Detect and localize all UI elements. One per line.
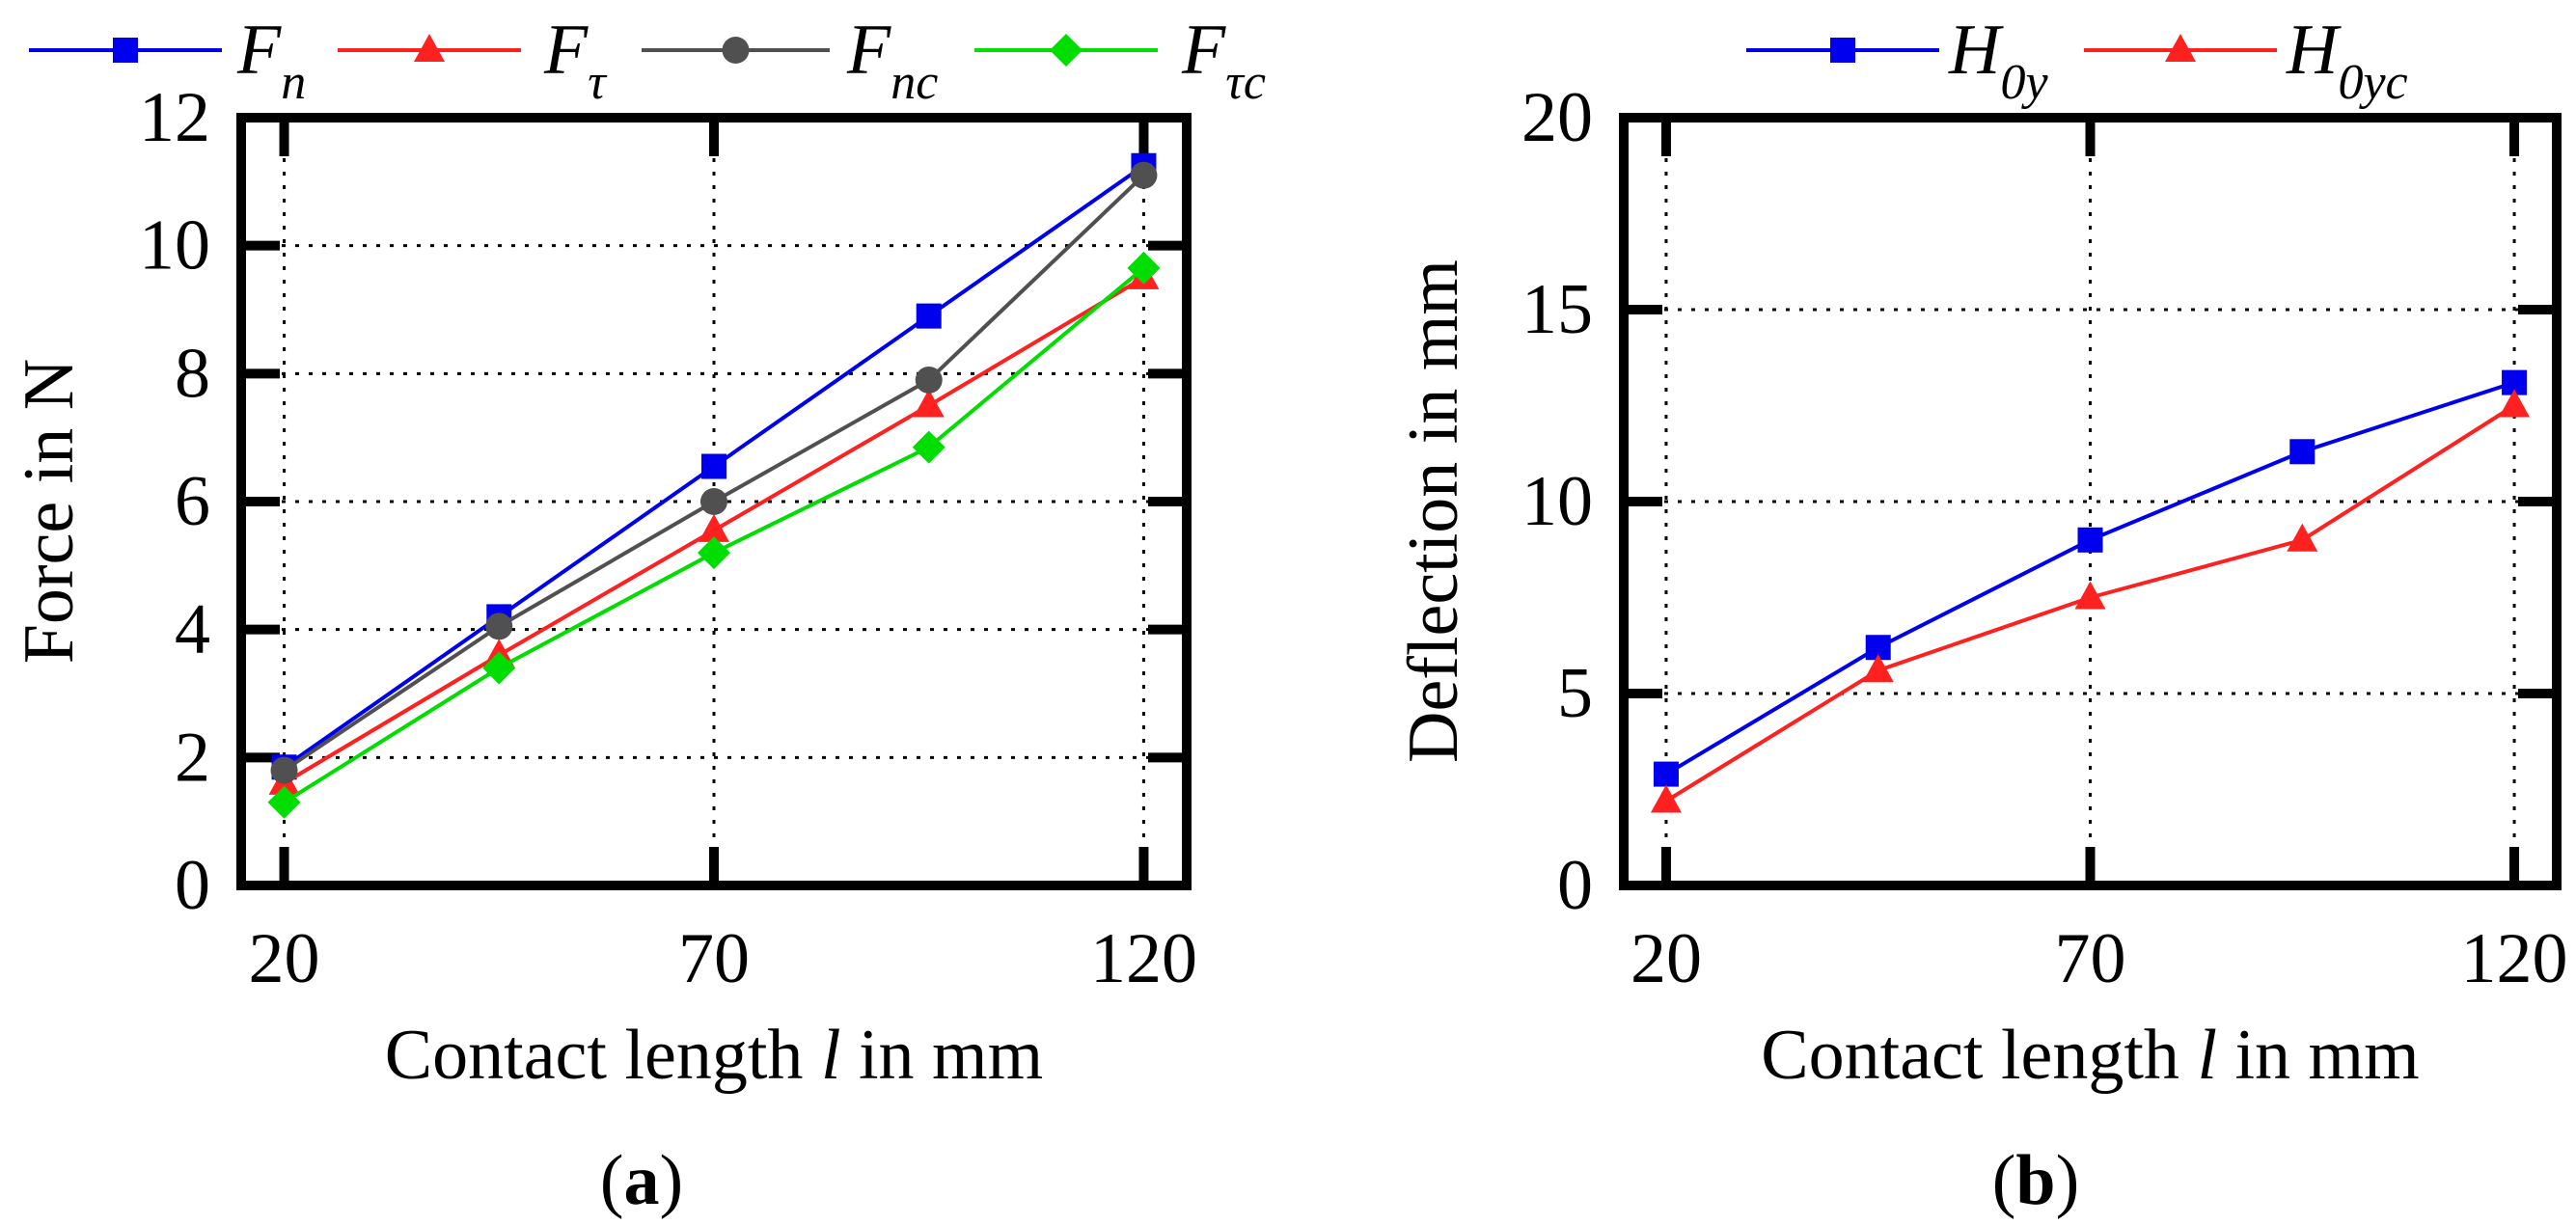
legend-label-name: F (236, 11, 282, 90)
legend-entry: Fn (29, 11, 306, 110)
data-point (482, 651, 516, 685)
y-tick-label: 20 (1521, 78, 1593, 157)
series-F-τc (267, 251, 1161, 819)
x-tick-label: 120 (1090, 919, 1197, 998)
data-point (913, 389, 945, 418)
legend-label-subscript: τc (1225, 55, 1266, 110)
legend-entry: Fτ (338, 11, 608, 110)
y-axis-title: Force in N (10, 359, 89, 665)
legend-entry: Fτc (974, 11, 1266, 110)
series-H-0y (1653, 369, 2528, 787)
data-point (2077, 527, 2103, 553)
data-point (1650, 784, 1682, 813)
x-axis-title-var: l (821, 1016, 841, 1095)
legend-label-name: F (1181, 11, 1226, 90)
legend-label-name: F (846, 11, 891, 90)
y-tick-label: 2 (175, 718, 210, 797)
panel-label-letter: a (624, 1141, 660, 1220)
legend-label: H0y (1948, 11, 2048, 110)
x-axis-title-prefix: Contact length (385, 1016, 821, 1095)
y-axis-title: Deflection in mm (1394, 259, 1473, 763)
series-H-0yc (1650, 389, 2531, 813)
panel-label-letter: b (2015, 1141, 2055, 1220)
data-point (912, 430, 945, 464)
x-tick-label: 70 (678, 919, 750, 998)
legend-label: Fn (236, 11, 306, 110)
legend-label-name: H (2286, 11, 2342, 90)
chart-panel-b: 0 5 10 15 20 20 70 120 Contact length l in mm Def… (1394, 11, 2568, 1220)
legend-entry: H0y (1746, 11, 2048, 110)
x-axis-title: Contact length l in mm (385, 1016, 1043, 1095)
legend-entry: H0yc (2084, 11, 2408, 110)
panel-label-close: ) (660, 1141, 684, 1220)
panel-label-open: ( (600, 1141, 624, 1220)
legend-marker (113, 38, 138, 63)
x-axis-title-prefix: Contact length (1761, 1016, 2197, 1095)
y-tick-label: 4 (175, 590, 210, 669)
y-tick-label: 5 (1557, 654, 1593, 733)
x-axis-title-suffix: in mm (841, 1016, 1044, 1095)
legend-label-name: F (543, 11, 589, 90)
y-tick-label: 6 (175, 462, 210, 541)
legend-label-name: H (1948, 11, 2004, 90)
panel-label: (a) (600, 1141, 683, 1220)
x-tick-label: 70 (2055, 919, 2126, 998)
panel-label-close: ) (2056, 1141, 2080, 1220)
legend-marker (1050, 34, 1082, 67)
plot-frame (1619, 113, 2562, 890)
data-point (1653, 761, 1679, 787)
data-point (2289, 439, 2316, 465)
legend-label-subscript: n (281, 55, 306, 110)
x-axis-title-var: l (2197, 1016, 2217, 1095)
plot-frame (236, 113, 1192, 890)
legend-label: Fτc (1181, 11, 1266, 110)
x-tick-label: 20 (1631, 919, 1702, 998)
data-point (270, 756, 298, 784)
panel-label-open: ( (1992, 1141, 2016, 1220)
data-point (916, 303, 942, 329)
legend-marker (2165, 34, 2196, 62)
legend-label: H0yc (2286, 11, 2408, 110)
data-point (701, 453, 726, 479)
data-point (1862, 654, 1894, 683)
x-tick-label: 20 (249, 919, 320, 998)
x-axis-title: Contact length l in mm (1761, 1016, 2419, 1095)
legend-entry: Fnc (642, 11, 938, 110)
series-F-nc (270, 161, 1158, 784)
data-point (1127, 251, 1161, 285)
data-point (2074, 581, 2106, 610)
y-tick-label: 8 (175, 334, 210, 413)
legend-label-subscript: nc (891, 55, 938, 110)
y-tick-label: 15 (1521, 270, 1593, 349)
legend-label: Fτ (543, 11, 608, 110)
data-point (915, 366, 943, 394)
chart-panel-a: 0 2 4 6 8 10 12 20 70 120 Contact length l in mm Fo… (10, 11, 1266, 1220)
y-tick-label: 10 (139, 206, 210, 286)
legend-label-subscript: 0yc (2338, 55, 2407, 110)
legend-marker (414, 34, 445, 62)
legend-label-subscript: τ (588, 55, 608, 110)
data-point (267, 785, 301, 819)
legend-marker (1830, 38, 1855, 63)
y-tick-label: 0 (1557, 846, 1593, 925)
legend-label: Fnc (846, 11, 938, 110)
data-point (699, 513, 729, 542)
data-point (698, 536, 730, 570)
data-point (2499, 389, 2531, 418)
x-tick-label: 120 (2461, 919, 2568, 998)
data-point (1130, 161, 1158, 189)
y-tick-label: 12 (139, 78, 210, 157)
x-axis-title-suffix: in mm (2217, 1016, 2420, 1095)
data-point (485, 612, 513, 640)
legend-marker (722, 37, 750, 64)
y-tick-label: 10 (1521, 462, 1593, 541)
panel-label: (b) (1992, 1141, 2079, 1220)
data-point (700, 488, 727, 515)
legend-label-subscript: 0y (2000, 55, 2048, 110)
data-point (2287, 523, 2318, 552)
y-tick-label: 0 (175, 846, 210, 925)
